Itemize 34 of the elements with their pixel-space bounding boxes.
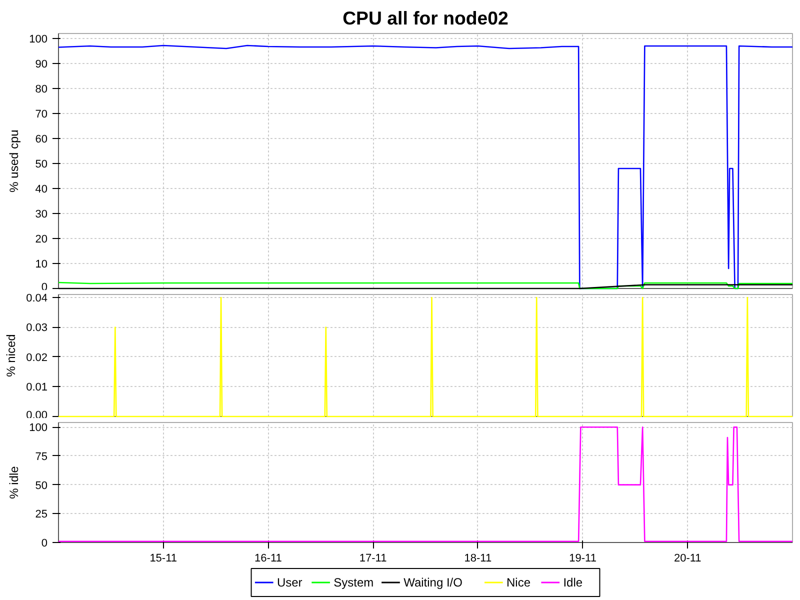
y-tick-label: 0.02 bbox=[26, 352, 48, 364]
y-tick-label: 70 bbox=[35, 108, 48, 120]
y-axis-title: % idle bbox=[7, 466, 22, 499]
y-tick-label: 75 bbox=[35, 450, 48, 463]
y-tick-label: 100 bbox=[29, 422, 48, 434]
legend-label: System bbox=[334, 576, 374, 590]
y-tick-label: 40 bbox=[35, 184, 48, 196]
y-tick-label: 80 bbox=[35, 84, 48, 96]
x-tick-label: 20-11 bbox=[674, 552, 702, 564]
y-tick-label: 0.03 bbox=[26, 322, 48, 334]
y-tick-label: 10 bbox=[35, 258, 48, 270]
x-tick-label: 19-11 bbox=[569, 552, 596, 564]
legend-label: Nice bbox=[506, 576, 531, 590]
y-tick-label: 30 bbox=[35, 208, 48, 220]
y-tick-label: 0.04 bbox=[26, 292, 48, 304]
x-tick-label: 16-11 bbox=[254, 552, 282, 564]
legend-label: User bbox=[276, 576, 302, 590]
legend-label: Idle bbox=[563, 576, 583, 590]
y-axis-title: % used cpu bbox=[7, 130, 22, 192]
y-tick-label: 50 bbox=[35, 480, 48, 492]
y-tick-label: 0.01 bbox=[26, 382, 48, 394]
y-tick-label: 25 bbox=[35, 508, 48, 521]
y-tick-label: 90 bbox=[35, 58, 48, 70]
y-tick-label: 0 bbox=[41, 538, 48, 550]
legend-label: Waiting I/O bbox=[404, 576, 462, 590]
y-tick-label: 60 bbox=[35, 134, 48, 146]
y-tick-label: 20 bbox=[35, 234, 48, 246]
chart-title: CPU all for node02 bbox=[342, 8, 508, 28]
y-tick-label: 100 bbox=[29, 34, 48, 46]
y-tick-label: 50 bbox=[35, 158, 48, 170]
x-tick-label: 18-11 bbox=[464, 552, 492, 564]
y-axis-title: % niced bbox=[4, 334, 18, 377]
x-tick-label: 15-11 bbox=[150, 552, 178, 564]
x-tick-label: 17-11 bbox=[359, 552, 387, 564]
